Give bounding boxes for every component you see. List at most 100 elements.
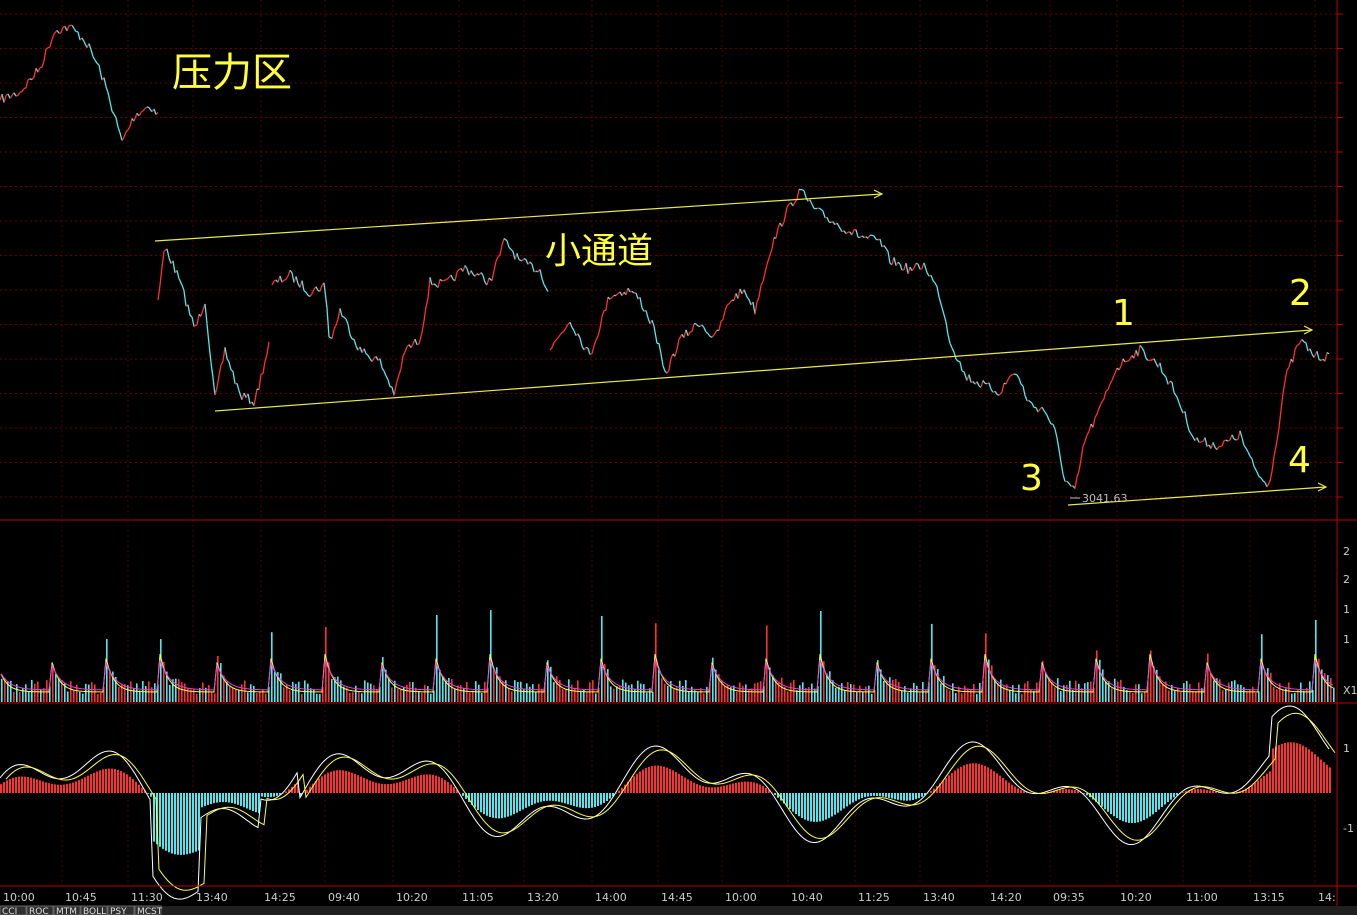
macd-bar <box>492 793 494 818</box>
volume-bar <box>1282 689 1284 702</box>
volume-bar <box>1156 669 1158 702</box>
volume-bar <box>598 688 600 702</box>
price-segment <box>1249 455 1253 460</box>
tab-label[interactable]: BOLL <box>83 907 106 915</box>
volume-bar <box>1030 689 1032 702</box>
volume-bar <box>1159 676 1161 702</box>
tab[interactable] <box>80 905 108 915</box>
macd-bar <box>756 783 758 793</box>
macd-bar <box>48 783 50 793</box>
price-segment <box>756 296 760 303</box>
macd-bar <box>1086 793 1088 796</box>
macd-bar <box>69 783 71 793</box>
macd-bar <box>1215 791 1217 793</box>
volume-bar <box>1096 650 1098 702</box>
macd-bar <box>72 782 74 793</box>
upper-channel <box>154 193 883 242</box>
volume-bar <box>1270 672 1272 702</box>
volume-bar <box>1231 681 1233 702</box>
price-segment <box>222 347 226 362</box>
price-segment <box>1256 471 1260 477</box>
price-segment <box>39 66 43 69</box>
macd-bar <box>567 793 569 805</box>
macd-bar <box>1287 742 1289 793</box>
volume-bar <box>307 683 309 702</box>
tab[interactable] <box>26 905 54 915</box>
macd-bar <box>348 771 350 793</box>
volume-bar <box>871 693 873 702</box>
price-segment <box>883 245 887 249</box>
volume-bar <box>985 633 987 702</box>
price-segment <box>311 289 315 294</box>
price-segment <box>212 377 216 396</box>
volume-bar <box>109 670 111 702</box>
tab-label[interactable]: MTM <box>56 907 77 915</box>
volume-bar <box>418 691 420 702</box>
price-segment <box>27 78 31 81</box>
price-segment <box>1253 466 1258 473</box>
volume-bar <box>697 691 699 702</box>
macd-bar <box>42 781 44 793</box>
price-segment <box>1 94 5 103</box>
macd-bar <box>843 793 845 809</box>
tab[interactable] <box>0 905 27 915</box>
volume-bar <box>709 681 711 702</box>
price-segment <box>291 272 295 283</box>
price-segment <box>861 235 865 239</box>
volume-bar <box>256 693 258 702</box>
price-segment <box>454 271 458 282</box>
volume-bar <box>553 682 555 702</box>
macd-bar <box>753 782 755 793</box>
macd-bar <box>1257 780 1259 793</box>
macd-bar <box>951 772 953 793</box>
volume-bar <box>940 683 942 702</box>
macd-bar <box>1203 789 1205 793</box>
price-segment <box>25 79 29 89</box>
macd-bar <box>495 793 497 819</box>
price-segment <box>766 257 770 265</box>
tab-label[interactable]: MCST <box>137 907 163 915</box>
volume-bar <box>358 691 360 702</box>
macd-bar <box>351 772 353 793</box>
macd-bar <box>27 777 29 793</box>
volume-bar <box>1246 691 1248 702</box>
volume-bar <box>100 692 102 702</box>
volume-axis-label: 2 <box>1343 573 1350 586</box>
volume-bar <box>1216 678 1218 702</box>
tab-label[interactable]: PSY <box>110 907 127 915</box>
price-segment <box>1271 456 1275 472</box>
price-segment <box>161 251 165 268</box>
macd-bar <box>1299 744 1301 793</box>
macd-bar <box>501 793 503 819</box>
tab[interactable] <box>107 905 135 915</box>
macd-bar <box>426 774 428 793</box>
price-segment <box>591 345 595 354</box>
volume-bar <box>172 679 174 702</box>
tab-label[interactable]: CCI <box>2 907 17 915</box>
volume-bar <box>865 686 867 702</box>
macd-bar <box>681 775 683 793</box>
x-axis-label: 14:00 <box>595 891 627 904</box>
volume-bar <box>310 688 312 702</box>
price-segment <box>521 258 525 262</box>
volume-bar <box>292 681 294 702</box>
macd-bar <box>693 782 695 793</box>
volume-bar <box>322 687 324 702</box>
price-segment <box>1103 390 1107 399</box>
macd-bar <box>1197 788 1199 793</box>
macd-bar <box>864 793 866 798</box>
price-segment <box>726 303 730 306</box>
macd-bar <box>924 793 926 796</box>
macd-bar <box>930 791 932 793</box>
tab[interactable] <box>53 905 81 915</box>
macd-bar <box>237 793 239 805</box>
volume-bar <box>622 679 624 702</box>
volume-bar <box>421 692 423 702</box>
price-segment <box>414 338 418 345</box>
volume-bar <box>1183 683 1185 702</box>
macd-bar <box>1296 743 1298 793</box>
tab[interactable] <box>134 905 162 915</box>
volume-bar <box>436 614 438 702</box>
price-segment <box>117 126 121 134</box>
tab-label[interactable]: ROC <box>29 907 49 915</box>
